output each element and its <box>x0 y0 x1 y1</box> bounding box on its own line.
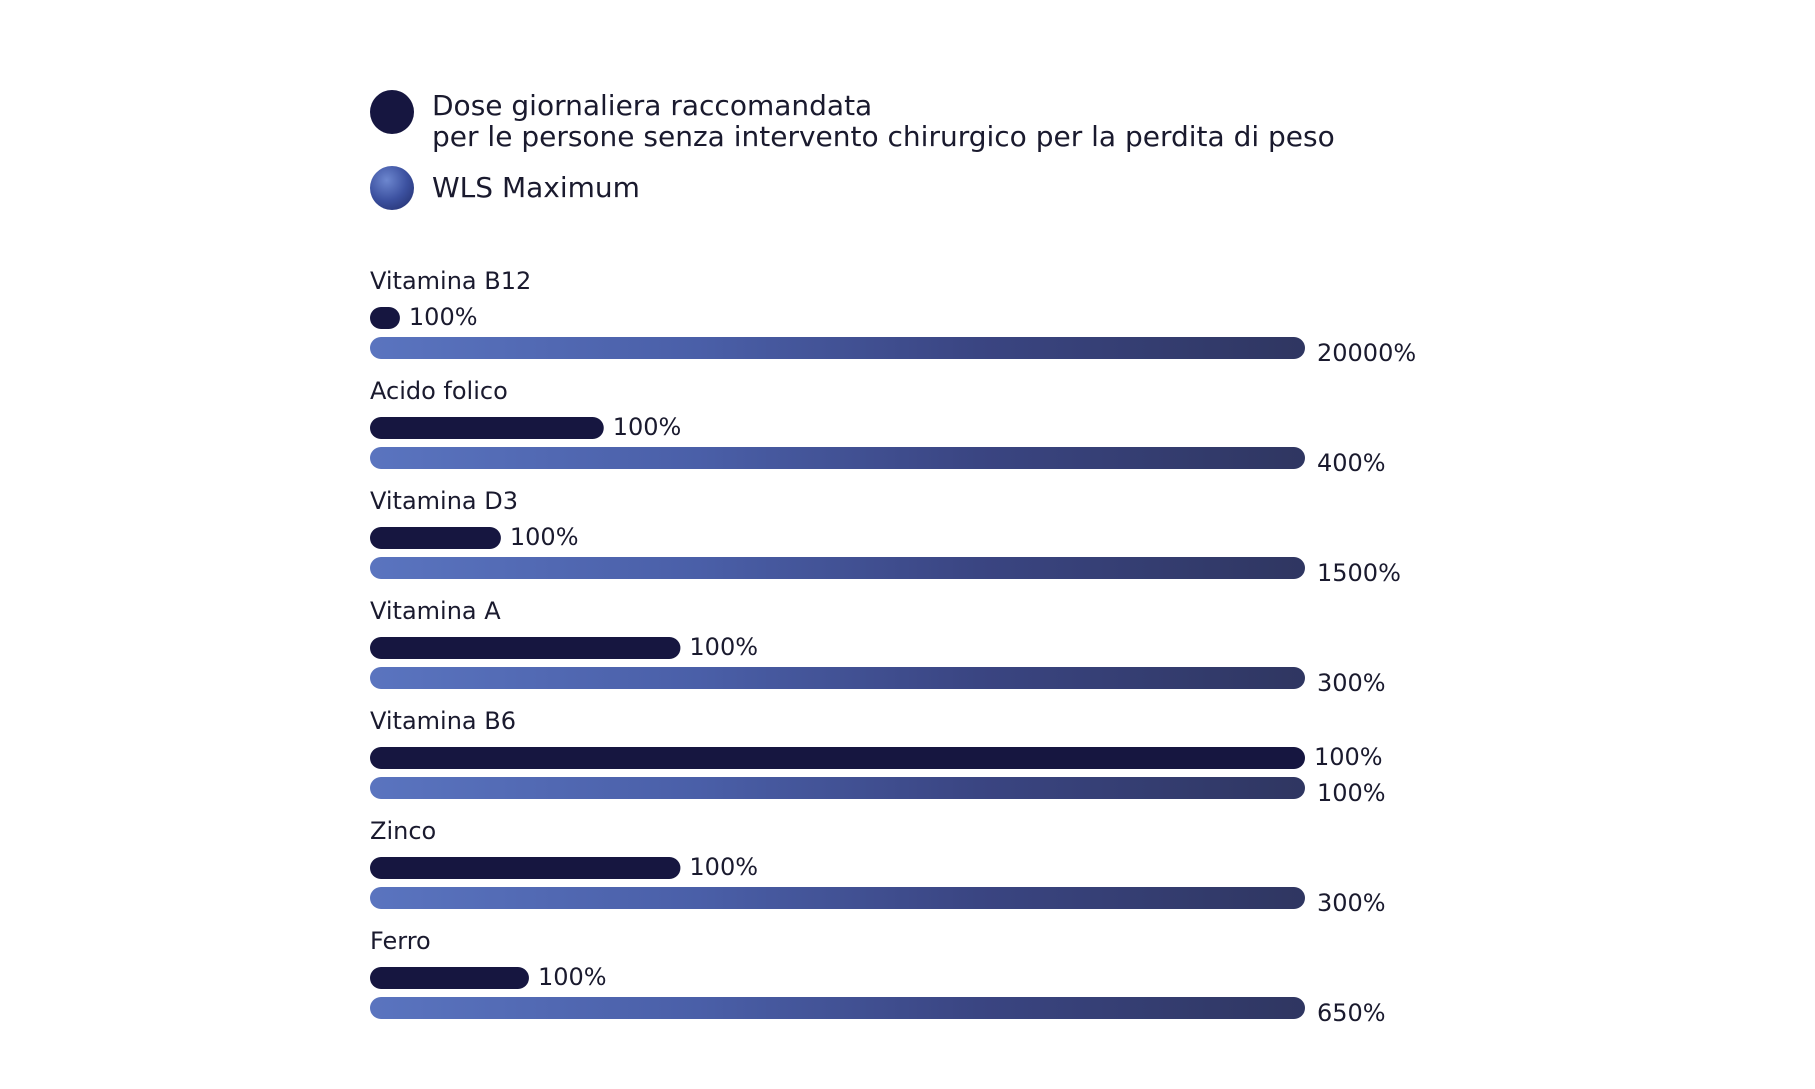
bar-wls <box>370 447 1305 469</box>
category-label: Ferro <box>370 927 431 955</box>
value-label-rda: 100% <box>1314 743 1383 771</box>
bar-rda <box>370 637 681 659</box>
value-label-wls: 100% <box>1317 779 1386 807</box>
bar-wls <box>370 667 1305 689</box>
value-label-wls: 300% <box>1317 889 1386 917</box>
value-label-rda: 100% <box>509 523 579 551</box>
value-label-rda: 100% <box>612 413 682 441</box>
value-label-rda: 100% <box>408 303 478 331</box>
value-label-rda: 100% <box>689 853 759 881</box>
bar-wls <box>370 887 1305 909</box>
value-label-wls: 1500% <box>1317 559 1401 587</box>
bar-wls <box>370 557 1305 579</box>
category-label: Vitamina D3 <box>370 487 519 515</box>
legend-swatch-wls <box>370 166 414 210</box>
value-label-wls: 20000% <box>1317 339 1417 367</box>
bar-rda <box>370 527 501 549</box>
legend-label-wls: WLS Maximum <box>432 171 640 204</box>
legend-rda-line2: per le persone senza intervento chirurgi… <box>432 120 1335 153</box>
legend-label-rda: Dose giornaliera raccomandata per le per… <box>432 90 1335 152</box>
value-label-rda: 100% <box>689 633 759 661</box>
value-label-wls: 400% <box>1317 449 1386 477</box>
bar-rda <box>370 307 400 329</box>
bar-rda <box>370 857 681 879</box>
category-label: Vitamina B6 <box>370 707 517 735</box>
legend-item-rda: Dose giornaliera raccomandata per le per… <box>370 90 1335 152</box>
category-label: Zinco <box>370 817 437 845</box>
bar-wls <box>370 337 1305 359</box>
category-label: Vitamina B12 <box>370 267 532 295</box>
legend-rda-line1: Dose giornaliera raccomandata <box>432 89 873 122</box>
legend-item-wls: WLS Maximum <box>370 166 640 210</box>
bar-rda <box>370 967 529 989</box>
category-label: Acido folico <box>370 377 508 405</box>
category-label: Vitamina A <box>370 597 501 625</box>
value-label-wls: 300% <box>1317 669 1386 697</box>
value-label-wls: 650% <box>1317 999 1386 1027</box>
bar-wls <box>370 777 1305 799</box>
bar-wls <box>370 997 1305 1019</box>
value-label-rda: 100% <box>537 963 607 991</box>
bar-rda <box>370 747 1305 769</box>
bar-rda <box>370 417 604 439</box>
legend-swatch-rda <box>370 90 414 134</box>
